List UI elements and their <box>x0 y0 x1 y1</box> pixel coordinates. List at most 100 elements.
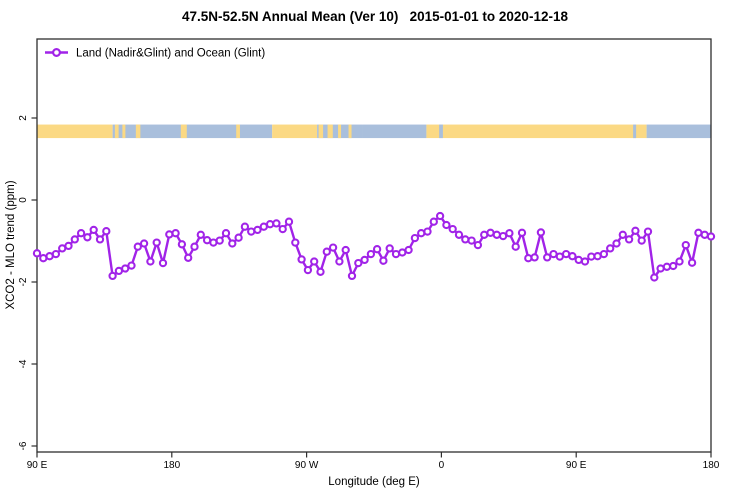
data-point-marker <box>228 239 237 248</box>
data-point-marker <box>637 236 646 245</box>
data-point-marker <box>662 262 672 271</box>
data-point-marker <box>146 257 155 266</box>
data-point-marker <box>530 253 539 262</box>
data-point-marker <box>234 233 243 242</box>
data-point-marker <box>404 245 413 255</box>
data-point-marker <box>76 229 86 238</box>
data-point-marker <box>442 220 451 230</box>
data-point-marker <box>297 255 306 264</box>
plot-box <box>36 38 712 453</box>
data-point-marker <box>606 244 615 253</box>
data-point-marker <box>650 273 659 282</box>
data-point-marker <box>215 236 224 245</box>
data-point-marker <box>265 220 275 229</box>
data-point-marker <box>240 222 250 231</box>
data-point-marker <box>158 258 168 268</box>
data-point-marker <box>568 252 577 261</box>
data-point-marker <box>184 253 193 262</box>
data-point-marker <box>574 255 583 265</box>
data-point-marker <box>454 230 464 239</box>
data-point-marker <box>524 254 533 263</box>
data-point-marker <box>165 230 174 239</box>
data-point-marker <box>675 257 684 266</box>
legend-label: Land (Nadir&Glint) and Ocean (Glint) <box>76 48 265 60</box>
data-point-marker <box>83 233 92 242</box>
data-point-marker <box>410 233 420 243</box>
data-point-marker <box>543 253 552 262</box>
land-ocean-band-land <box>180 124 187 139</box>
data-point-marker <box>291 238 300 247</box>
data-point-marker <box>32 249 42 258</box>
data-point-marker <box>687 258 697 267</box>
data-point-marker <box>643 227 653 236</box>
data-point-marker <box>196 230 205 239</box>
land-ocean-band-land <box>426 124 647 139</box>
data-point-marker <box>511 242 520 251</box>
data-point-marker <box>328 243 338 252</box>
land-ocean-band-land <box>135 124 141 139</box>
x-tick-label: 90 E <box>27 460 48 471</box>
data-point-marker <box>435 211 445 221</box>
data-point-marker <box>656 264 665 273</box>
data-point-marker <box>272 219 281 228</box>
legend-marker-icon <box>51 47 61 57</box>
data-point-marker <box>498 231 508 241</box>
data-point-marker <box>517 228 527 237</box>
data-point-marker <box>461 235 470 244</box>
data-point-marker <box>423 227 432 236</box>
data-point-marker <box>121 264 130 273</box>
data-point-marker <box>64 241 73 251</box>
data-point-marker <box>391 249 401 259</box>
land-ocean-band-land <box>318 124 324 139</box>
data-point-marker <box>177 240 187 249</box>
land-ocean-band-land <box>327 124 333 139</box>
data-point-marker <box>95 235 105 244</box>
y-tick-label: -2 <box>18 277 29 286</box>
data-point-marker <box>133 242 142 251</box>
x-tick-label: 90 W <box>295 460 319 471</box>
data-point-marker <box>347 271 357 281</box>
data-point-marker <box>108 271 117 281</box>
land-ocean-band-ocean <box>112 124 273 139</box>
data-point-marker <box>341 245 350 255</box>
land-ocean-band-ocean <box>362 124 427 139</box>
data-point-marker <box>310 257 319 266</box>
data-point-marker <box>467 236 476 245</box>
x-axis-label: Longitude (deg E) <box>328 476 420 488</box>
x-tick-label: 0 <box>439 460 445 471</box>
land-ocean-band-ocean <box>439 124 443 139</box>
data-point-marker <box>303 265 313 275</box>
data-point-marker <box>681 240 690 250</box>
data-point-marker <box>127 261 136 270</box>
y-tick-label: 0 <box>18 197 29 203</box>
land-ocean-band-ocean <box>633 124 637 139</box>
land-ocean-band-land <box>114 124 119 139</box>
data-point-marker <box>379 256 388 265</box>
data-point-marker <box>221 229 231 238</box>
land-ocean-band-land <box>338 124 342 139</box>
data-point-marker <box>322 247 331 256</box>
data-point-marker <box>316 267 325 276</box>
data-point-marker <box>429 217 438 226</box>
data-point-marker <box>366 249 376 259</box>
data-point-marker <box>190 242 199 251</box>
data-point-marker <box>354 258 363 268</box>
data-point-marker <box>473 240 483 250</box>
land-ocean-band-land <box>122 124 126 139</box>
data-point-marker <box>700 230 709 239</box>
data-point-marker <box>631 226 640 235</box>
x-tick-label: 180 <box>703 460 720 471</box>
data-point-marker <box>612 239 621 248</box>
y-tick-label: 2 <box>18 115 29 121</box>
data-point-marker <box>171 229 180 238</box>
data-point-marker <box>360 255 369 265</box>
data-point-marker <box>417 229 426 238</box>
data-point-marker <box>70 235 79 244</box>
data-point-marker <box>335 257 344 266</box>
data-point-marker <box>51 249 61 259</box>
data-point-marker <box>89 225 98 235</box>
data-point-marker <box>599 249 609 259</box>
land-ocean-band-land <box>236 124 240 139</box>
data-point-marker <box>102 227 111 236</box>
